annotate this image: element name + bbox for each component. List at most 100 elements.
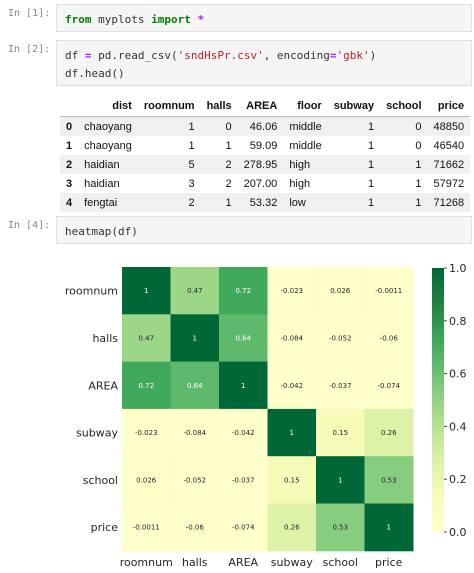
table-cell: 1 [415,158,422,171]
heatmap-cell-label: -0.06 [186,524,205,532]
heatmap-cell [122,267,171,315]
table-row: 0 chaoyang 1 0 46.06 middle 1 0 48850 [60,116,471,136]
heatmap-cell [267,267,317,315]
y-tick-label: roomnum [65,285,118,298]
heatmap-cell [364,456,414,504]
table-row: 4 fengtai 2 1 53.32 low 1 1 71268 [60,193,471,212]
heatmap-cell-label: 1 [387,524,391,532]
code-text: df [65,49,85,62]
code-string: 'sndHsPr.csv' [177,49,264,62]
heatmap-cell-label: -0.052 [329,334,352,342]
heatmap-cell-label: 0.64 [187,382,203,390]
table-cell: 1 [188,120,195,133]
table-cell: 1 [225,196,232,209]
heatmap-cell [170,503,220,552]
table-cell: 59.09 [249,139,278,152]
heatmap-cell-label: 1 [338,476,342,484]
code-line: df = pd.read_csv('sndHsPr.csv', encoding… [65,47,463,65]
code-text: ) [369,49,377,62]
x-tick-label: halls [182,556,208,569]
table-cell: 53.32 [249,196,278,209]
heatmap-cell [267,361,317,410]
table-cell: 1 [367,196,375,209]
table-cell: fengtai [84,196,118,209]
row-index: 2 [66,158,73,171]
dataframe-output: dist roomnum halls AREA floor subway school pri… [60,96,471,212]
heatmap-cell [170,314,220,363]
x-tick-label: school [323,556,358,569]
y-tick-label: halls [92,332,118,345]
heatmap-cell [316,267,365,315]
colorbar-tick-label: 0.0 [449,526,467,539]
cell-4-code[interactable]: heatmap(df) [56,216,472,244]
table-cell: 2 [225,158,232,171]
heatmap-cell-label: -0.06 [380,334,399,342]
row-index: 4 [66,196,73,209]
heatmap-cell [316,361,365,410]
heatmap-cell [122,361,171,410]
colorbar-tick-label: 0.6 [449,368,467,381]
table-cell: 1 [367,177,375,190]
table-cell: low [289,196,306,209]
code-string: 'gbk' [336,49,370,62]
table-cell: 1 [367,139,375,152]
heatmap-cell [219,408,268,457]
heatmap-cell [316,503,365,552]
heatmap-cell [219,503,268,552]
table-cell: high [289,158,311,171]
heatmap-cell [219,314,268,363]
table-row: 3 haidian 3 2 207.00 high 1 1 57972 [60,174,470,193]
cell-2-code[interactable]: df = pd.read_csv('sndHsPr.csv', encoding… [56,40,472,86]
table-cell: 207.00 [243,177,278,190]
index-header [60,96,79,117]
heatmap-cell-label: 0.53 [332,524,348,532]
cell-4-prompt: In [4]: [8,220,51,231]
cell-1-prompt: In [1]: [8,8,51,19]
code-text: heatmap(df) [65,225,138,238]
table-cell: 0 [415,139,422,152]
column-header-school: school [380,96,428,117]
cell-1-code[interactable]: from myplots import * [56,4,472,32]
table-cell: high [289,177,311,190]
table-row: 1 chaoyang 1 1 59.09 middle 1 0 46540 [60,136,470,155]
heatmap-cell [364,503,414,552]
table-cell: 2 [188,196,195,209]
heatmap-cell-label: 1 [144,287,148,295]
heatmap-cell-label: 0.26 [284,524,300,532]
x-tick-label: price [375,556,403,569]
x-tick-label: roomnum [120,556,173,569]
column-header-floor: floor [283,96,328,117]
code-keyword: from [65,13,92,26]
heatmap-cell [267,314,317,363]
heatmap-cell-label: 0.64 [235,334,251,342]
table-row: 2 haidian 5 2 278.95 high 1 1 71662 [60,155,471,174]
heatmap-cell-label: -0.074 [232,524,255,532]
heatmap-cell [316,314,365,363]
code-text: pd.read_csv( [91,49,178,62]
column-header-subway: subway [327,96,381,117]
heatmap-cell [170,456,220,504]
table-cell: 3 [188,177,195,190]
colorbar-tick-label: 0.8 [449,315,467,328]
row-index: 1 [66,139,73,152]
heatmap-cell [122,456,171,504]
code-text: myplots [91,13,152,26]
heatmap-cell-label: -0.074 [377,382,400,390]
table-cell: 1 [367,158,375,171]
table-cell: 46.06 [249,120,278,133]
y-tick-label: AREA [88,379,118,392]
table-cell: 1 [188,139,195,152]
table-cell: 57972 [433,177,465,190]
heatmap-cell-label: -0.037 [232,476,255,484]
table-cell: chaoyang [84,120,132,133]
y-tick-label: price [91,521,119,534]
code-text: df.head() [65,67,125,80]
heatmap-cell-label: 0.47 [138,334,154,342]
heatmap-cell [267,408,317,457]
heatmap-cell-label: 0.15 [284,476,300,484]
heatmap-cell [364,267,414,315]
heatmap-cell-label: 0.26 [381,429,397,437]
column-header-dist: dist [78,96,138,117]
heatmap-cell [170,267,220,315]
y-tick-label: subway [76,427,118,440]
